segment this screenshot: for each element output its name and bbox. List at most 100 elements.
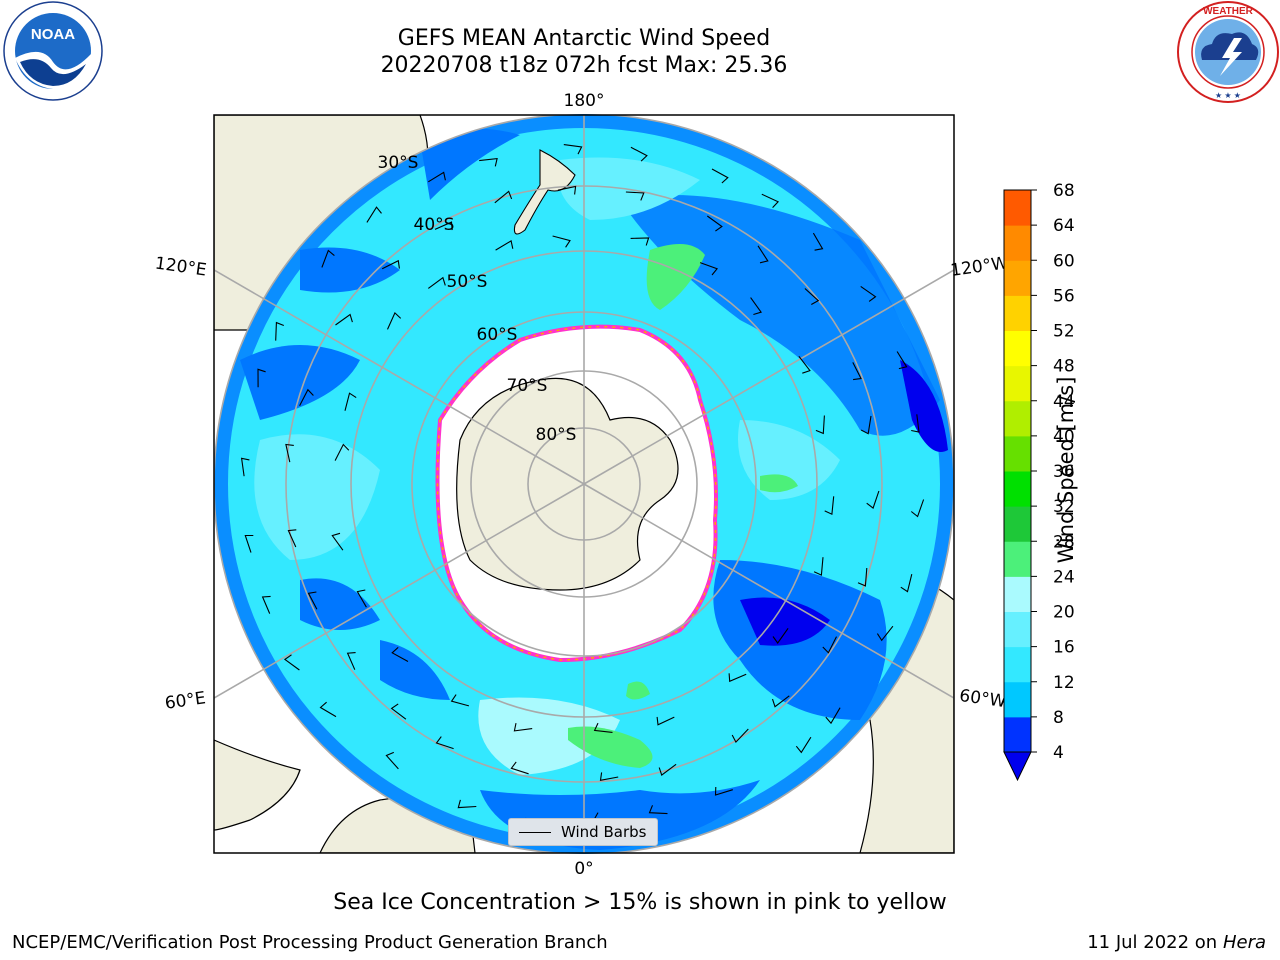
- wind-barb: [494, 190, 513, 204]
- colorbar-tick-label: 56: [1053, 286, 1075, 306]
- colorbar-segment: [1004, 400, 1031, 437]
- wind-barb: [283, 654, 300, 671]
- wind-barb: [319, 701, 337, 718]
- wind-barb: [896, 351, 908, 370]
- wind-barb: [822, 636, 837, 654]
- svg-text:WEATHER: WEATHER: [1203, 6, 1254, 17]
- wind-barb: [257, 368, 266, 388]
- colorbar-segment: [1004, 506, 1031, 542]
- wind-barb: [857, 567, 868, 587]
- wind-barb: [307, 591, 318, 610]
- wind-barb: [381, 259, 400, 270]
- colorbar-segment: [1004, 611, 1031, 648]
- wind-barb: [331, 532, 344, 551]
- colorbar-tick-label: 40: [1053, 427, 1075, 447]
- lat-label-70s: 70°S: [507, 376, 548, 396]
- wind-barb: [299, 388, 314, 406]
- wind-barb: [731, 728, 749, 744]
- lon-label-180: 180°: [564, 91, 605, 111]
- wind-barb: [428, 171, 446, 183]
- colorbar-segment: [1004, 190, 1031, 226]
- lat-label-40s: 40°S: [414, 215, 455, 235]
- colorbar-tick-label: 4: [1053, 743, 1064, 763]
- wind-barb: [366, 206, 382, 223]
- wind-barb: [757, 245, 769, 264]
- wind-barb: [625, 191, 645, 201]
- colorbar-segment: [1004, 435, 1031, 472]
- wind-barb: [285, 443, 294, 463]
- wind-barb: [427, 276, 446, 289]
- wind-barb: [334, 443, 350, 461]
- wind-barb: [648, 805, 668, 815]
- colorbar-segment: [1004, 260, 1031, 296]
- noaa-logo-text: NOAA: [31, 26, 75, 43]
- colorbar-label: Wind Speed [m/s]: [1054, 376, 1078, 564]
- footer-date: 11 Jul 2022 on Hera: [1087, 932, 1266, 953]
- colorbar-tick-label: 20: [1053, 603, 1075, 623]
- colorbar-tick-label: 36: [1053, 462, 1075, 482]
- lat-label-50s: 50°S: [447, 272, 488, 292]
- colorbar-tick-label: 44: [1053, 392, 1075, 412]
- wind-barb: [812, 232, 824, 251]
- wind-barb: [711, 168, 729, 184]
- wind-barb: [335, 313, 353, 326]
- wind-barb: [390, 703, 407, 720]
- wind-barb: [630, 146, 648, 162]
- wind-barb: [714, 786, 733, 796]
- wind-barb: [557, 185, 577, 195]
- barb-line-icon: [519, 831, 551, 833]
- wind-barb: [479, 157, 498, 167]
- colorbar-tick-label: 60: [1053, 251, 1075, 271]
- wind-barb: [761, 193, 780, 208]
- footer-branch: NCEP/EMC/Verification Post Processing Pr…: [12, 932, 608, 953]
- wind-barb: [457, 799, 477, 809]
- sea-ice-caption: Sea Ice Concentration > 15% is shown in …: [333, 890, 947, 915]
- nws-logo: WEATHER ★ ★ ★: [1177, 1, 1279, 103]
- colorbar-segment: [1004, 541, 1031, 577]
- wind-barb: [552, 235, 571, 248]
- wind-barb: [510, 761, 529, 775]
- colorbar-segment: [1004, 681, 1031, 718]
- wind-barb: [824, 496, 835, 516]
- wind-barb: [450, 694, 470, 707]
- lon-label-120w: 120°W: [949, 253, 1009, 281]
- colorbar-tick-label: 8: [1053, 708, 1064, 728]
- chart-title: GEFS MEAN Antarctic Wind Speed: [397, 26, 771, 51]
- wind-barb: [860, 285, 877, 302]
- wind-barb: [706, 215, 723, 232]
- wind-barb: [261, 595, 271, 614]
- lon-label-120e: 120°E: [154, 254, 208, 281]
- colorbar-tick-label: 48: [1053, 357, 1075, 377]
- wind-barb: [815, 415, 825, 435]
- wind-barb: [876, 625, 894, 642]
- colorbar-segment: [1004, 646, 1031, 683]
- colorbar-tick-label: 64: [1053, 216, 1075, 236]
- lon-label-60e: 60°E: [164, 688, 207, 713]
- colorbar-tick-label: 32: [1053, 497, 1075, 517]
- wind-barb: [346, 652, 356, 670]
- lon-label-60w: 60°W: [958, 686, 1007, 712]
- wind-barb: [866, 490, 880, 510]
- lat-label-60s: 60°S: [477, 325, 518, 345]
- footer-date-text: 11 Jul 2022 on: [1087, 932, 1223, 953]
- wind-barb: [275, 321, 285, 341]
- noaa-logo: NOAA: [3, 1, 103, 101]
- wind-barb: [240, 457, 250, 477]
- wind-barb: [852, 362, 862, 381]
- colorbar-segment: [1004, 295, 1031, 331]
- wind-barb: [798, 355, 811, 374]
- wind-barb: [513, 722, 533, 732]
- wind-barb: [593, 722, 613, 733]
- graticule: [214, 115, 954, 853]
- lon-label-0: 0°: [574, 859, 593, 879]
- colorbar-segment: [1004, 330, 1031, 367]
- colorbar-segment: [1004, 365, 1031, 402]
- wind-barb: [656, 716, 675, 726]
- lat-label-30s: 30°S: [378, 153, 419, 173]
- wind-barb: [900, 573, 913, 593]
- wind-barb: [825, 707, 841, 725]
- wind-barb: [356, 589, 367, 608]
- colorbar-segment: [1004, 471, 1031, 507]
- wind-barb: [910, 499, 925, 518]
